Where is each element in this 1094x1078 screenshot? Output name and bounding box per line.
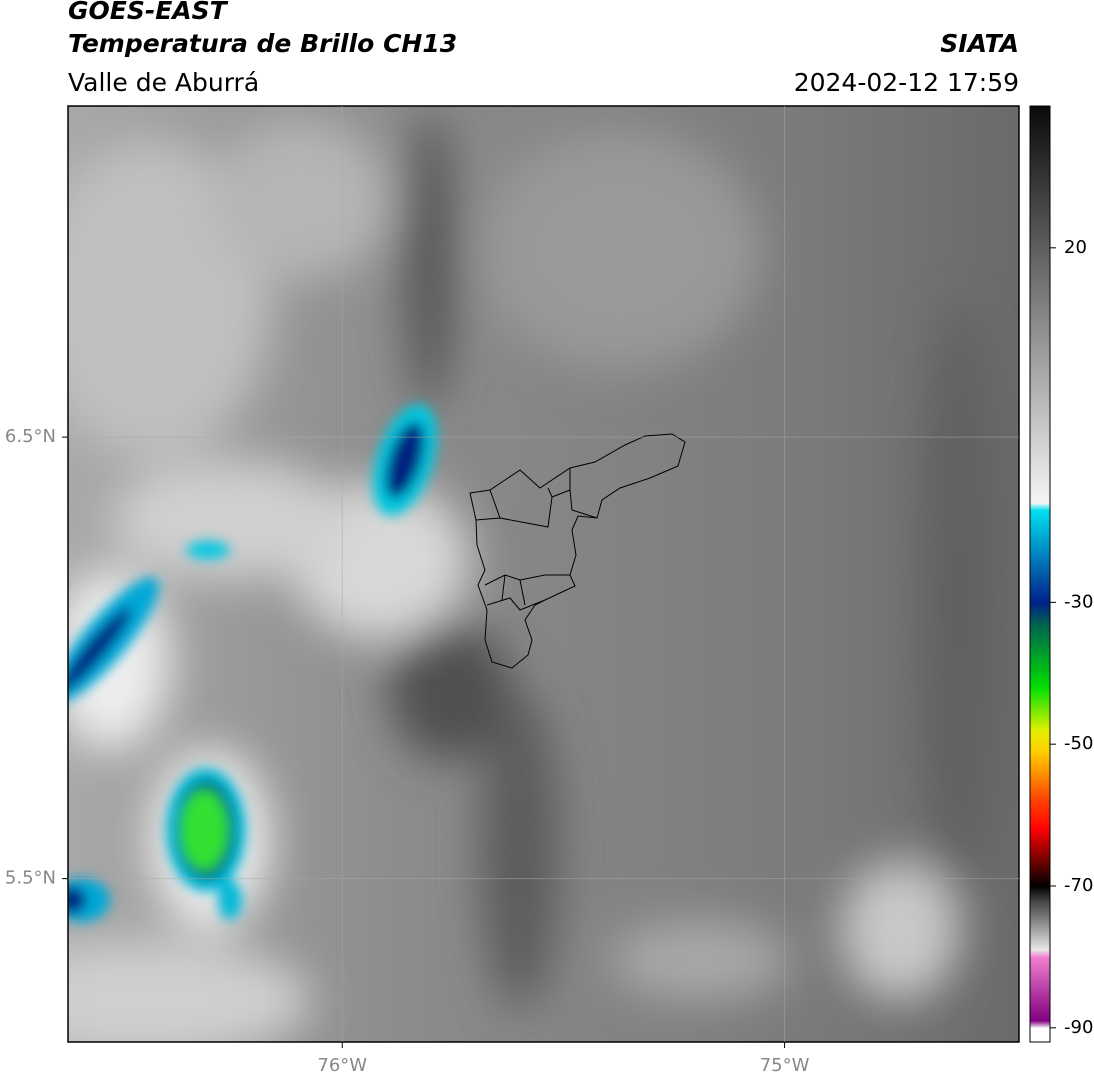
- x-tick-label: 76°W: [317, 1055, 367, 1076]
- colorbar: 20 -30 -50 -70 -90: [1029, 105, 1093, 1043]
- colorbar-segment: [1030, 730, 1050, 752]
- colorbar-segment: [1030, 503, 1050, 511]
- colorbar-frame: [1029, 105, 1051, 1043]
- source: SIATA: [940, 29, 1019, 58]
- colorbar-tick-label: -70: [1064, 875, 1093, 896]
- colorbar-segment: [1030, 949, 1050, 958]
- colorbar-segment: [1030, 751, 1050, 802]
- colorbar-tick-label: -90: [1064, 1017, 1093, 1038]
- colorbar-segment: [1030, 106, 1050, 504]
- colorbar-segment: [1030, 900, 1050, 951]
- colorbar-segment: [1030, 687, 1050, 731]
- colorbar-segment: [1030, 510, 1050, 603]
- y-tick-label: 6.5°N: [5, 426, 56, 447]
- colorbar-segment: [1030, 829, 1050, 887]
- colorbar-tick-label: 20: [1064, 237, 1087, 258]
- colorbar-tick-label: -50: [1064, 733, 1093, 754]
- x-tick-label: 75°W: [760, 1055, 810, 1076]
- y-tick-label: 5.5°N: [5, 868, 56, 889]
- colorbar-segment: [1030, 1020, 1050, 1029]
- colorbar-segment: [1030, 800, 1050, 830]
- subtitle: Temperatura de Brillo CH13: [68, 29, 457, 58]
- colorbar-segment: [1030, 623, 1050, 688]
- region: Valle de Aburrá: [68, 68, 259, 97]
- satellite-image: [68, 106, 1019, 1042]
- title: GOES-EAST: [68, 0, 229, 25]
- colorbar-segment: [1030, 886, 1050, 901]
- map-frame: [67, 105, 1020, 1043]
- datetime: 2024-02-12 17:59: [794, 68, 1019, 97]
- colorbar-segment: [1030, 1027, 1050, 1043]
- colorbar-segment: [1030, 956, 1050, 1022]
- colorbar-tick-label: -30: [1064, 591, 1093, 612]
- colorbar-segment: [1030, 602, 1050, 625]
